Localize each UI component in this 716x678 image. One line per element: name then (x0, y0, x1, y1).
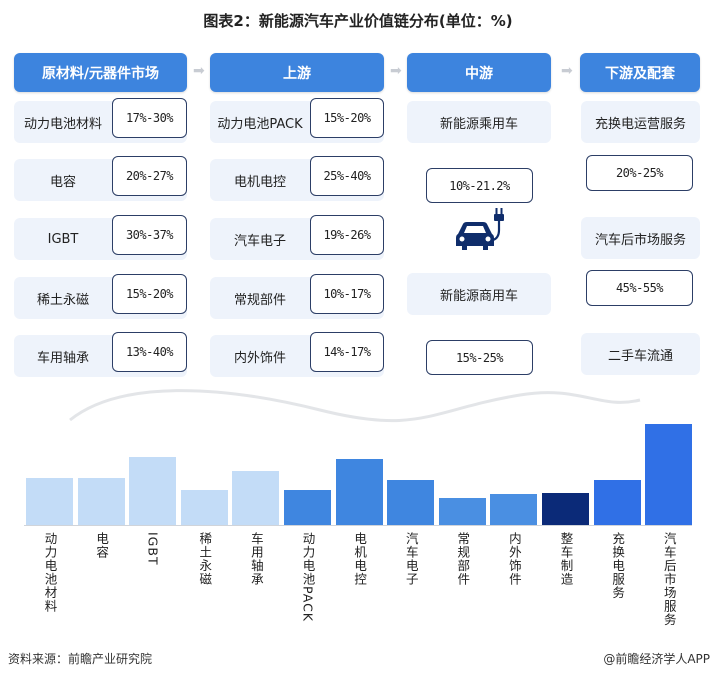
x-tick-text: IGBT (145, 532, 161, 566)
column-header-raw-materials: 原材料/元器件市场 (14, 53, 187, 92)
item-label: 电容 (49, 174, 76, 190)
value-range-box: 45%-55% (586, 270, 693, 306)
value-range-box: 13%-40% (112, 332, 187, 372)
item-label: 车用轴承 (36, 350, 89, 366)
item-label: 动力电池材料 (23, 116, 102, 132)
x-axis-line (24, 525, 692, 526)
bar-6 (335, 459, 383, 525)
x-tick-text: 常规部件 (455, 532, 471, 586)
value-range-box: 10%-21.2% (426, 168, 533, 203)
x-tick-label: 汽车电子 (387, 532, 434, 586)
value-chain-item: 二手车流通 (581, 333, 700, 375)
item-label: 汽车后市场服务 (594, 232, 686, 248)
x-tick-text: 动力电池材料 (42, 532, 58, 613)
arrow-right-icon: ➡ (193, 63, 205, 79)
bar-11 (593, 479, 641, 525)
value-chain-item: 新能源乘用车 (407, 101, 551, 143)
x-tick-label: 内外饰件 (490, 532, 537, 586)
x-tick-label: 充换电服务 (594, 532, 641, 600)
x-tick-text: 汽车后市场服务 (661, 532, 677, 627)
bar-8 (438, 497, 486, 525)
bar-10 (542, 493, 589, 525)
item-label: 常规部件 (233, 292, 286, 308)
column-header-downstream: 下游及配套 (580, 53, 700, 92)
x-tick-text: 内外饰件 (506, 532, 522, 586)
x-tick-text: 电容 (94, 532, 110, 559)
value-range-box: 25%-40% (310, 156, 384, 196)
value-chain-item: 汽车后市场服务 (581, 217, 700, 259)
value-range-box: 20%-27% (112, 156, 187, 196)
x-tick-label: 常规部件 (439, 532, 486, 586)
x-tick-text: 电机电控 (352, 532, 368, 586)
item-label: 二手车流通 (607, 348, 673, 364)
item-label: IGBT (47, 231, 79, 247)
bar-5 (284, 489, 331, 525)
x-tick-text: 整车制造 (558, 532, 574, 586)
x-tick-label: 车用轴承 (232, 532, 279, 586)
item-label: 内外饰件 (233, 350, 286, 366)
bar-12 (645, 424, 693, 525)
value-chain-item: 新能源商用车 (407, 273, 551, 315)
x-tick-label: 动力电池PACK (284, 532, 331, 622)
column-header-midstream: 中游 (407, 53, 551, 92)
bar-9 (490, 493, 538, 525)
value-range-box: 14%-17% (310, 332, 384, 372)
electric-car-plug-icon (454, 208, 504, 256)
item-label: 充换电运营服务 (594, 116, 686, 132)
value-range-box: 30%-37% (112, 215, 187, 255)
x-tick-label: 整车制造 (542, 532, 589, 586)
value-range-box: 15%-25% (426, 340, 533, 375)
value-range-box: 17%-30% (112, 98, 187, 138)
bar-1 (77, 477, 125, 525)
x-tick-label: 电容 (78, 532, 125, 559)
value-range-box: 10%-17% (310, 274, 384, 314)
value-chain-item: 充换电运营服务 (581, 101, 700, 143)
arrow-right-icon: ➡ (390, 63, 402, 79)
item-label: 新能源商用车 (439, 288, 518, 304)
x-tick-text: 汽车电子 (403, 532, 419, 586)
decorative-wave (69, 389, 641, 423)
arrow-right-icon: ➡ (561, 63, 573, 79)
column-header-upstream: 上游 (210, 53, 384, 92)
x-tick-text: 车用轴承 (248, 532, 264, 586)
item-label: 稀土永磁 (36, 292, 89, 308)
value-range-box: 15%-20% (310, 98, 384, 138)
bar-4 (232, 471, 280, 525)
x-tick-text: 充换电服务 (610, 532, 626, 600)
x-tick-label: 汽车后市场服务 (645, 532, 692, 627)
credit-note: @前瞻经济学人APP (603, 652, 710, 666)
item-label: 电机电控 (233, 174, 286, 190)
x-tick-label: 稀土永磁 (181, 532, 228, 586)
item-label: 新能源乘用车 (439, 116, 518, 132)
x-tick-label: 动力电池材料 (26, 532, 73, 613)
page-title: 图表2：新能源汽车产业价值链分布(单位：%) (203, 12, 513, 30)
value-range-box: 19%-26% (310, 215, 384, 255)
item-label: 汽车电子 (233, 233, 286, 249)
x-tick-label: IGBT (129, 532, 176, 566)
bar-3 (180, 489, 228, 525)
x-tick-text: 稀土永磁 (197, 532, 213, 586)
source-note: 资料来源：前瞻产业研究院 (8, 652, 153, 666)
x-tick-text: 动力电池PACK (300, 532, 316, 622)
value-range-box: 15%-20% (112, 274, 187, 314)
bar-7 (387, 479, 435, 525)
x-tick-label: 电机电控 (336, 532, 383, 586)
bar-0 (26, 477, 73, 525)
bar-2 (129, 457, 177, 525)
value-range-box: 20%-25% (586, 155, 693, 191)
item-label: 动力电池PACK (217, 116, 303, 132)
